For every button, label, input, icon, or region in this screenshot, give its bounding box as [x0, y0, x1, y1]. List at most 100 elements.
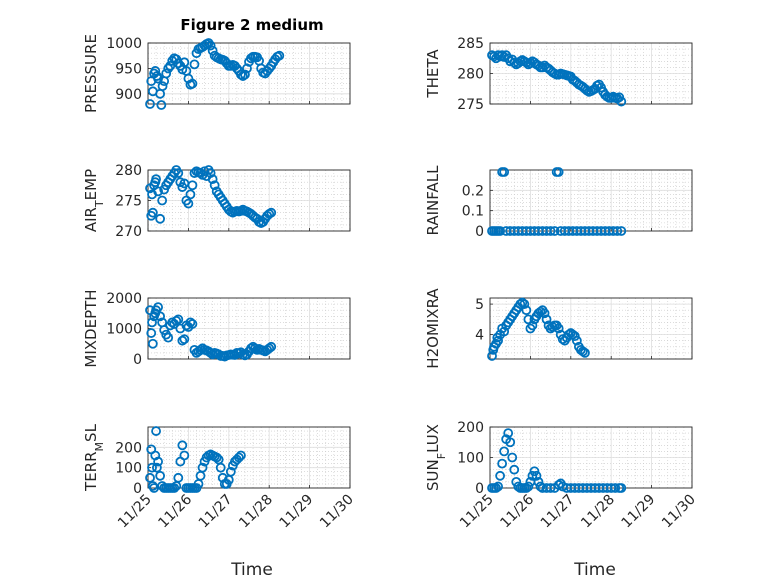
series-markers: [145, 426, 246, 493]
data-point: [155, 311, 166, 322]
y-tick-label: 280: [457, 67, 484, 83]
data-point: [515, 299, 526, 310]
subplot-h2omixra: 4 5 H2OMIXRA: [424, 288, 693, 369]
data-point: [549, 226, 560, 236]
data-point: [491, 483, 501, 493]
y-tick-label: 0.1: [462, 204, 484, 220]
data-point: [553, 167, 564, 177]
y-tick-label: 1000: [106, 322, 142, 338]
data-point: [610, 483, 621, 493]
x-axis-label-right: Time: [573, 560, 616, 580]
data-point: [153, 302, 164, 313]
data-point: [147, 462, 157, 473]
y-tick-label: 280: [115, 163, 142, 179]
y-axis-label: THETA: [424, 49, 442, 99]
data-point: [151, 426, 161, 436]
data-point: [205, 40, 216, 51]
data-point: [505, 437, 516, 448]
x-tick-label: 11/25: [457, 492, 497, 532]
data-point: [240, 69, 250, 80]
data-point: [499, 167, 510, 177]
subplot-pressure: 900 950 1000 PRESSURE: [82, 34, 351, 113]
y-tick-label: 0: [133, 352, 142, 368]
data-point: [157, 81, 168, 92]
data-point: [238, 71, 248, 81]
data-point: [527, 320, 538, 331]
data-point: [529, 466, 540, 477]
axes-frame: [147, 297, 351, 360]
data-point: [616, 226, 627, 236]
data-point: [541, 314, 552, 325]
x-tick-label: 11/28: [236, 492, 276, 532]
axes-frame: [147, 426, 351, 489]
y-tick-label: 100: [115, 461, 142, 477]
data-point: [147, 207, 158, 218]
plot-area: [490, 170, 692, 231]
data-point: [612, 226, 623, 236]
data-point: [179, 450, 190, 461]
data-point: [236, 69, 246, 80]
y-tick-label: 275: [457, 97, 484, 113]
data-point: [159, 325, 170, 335]
y-tick-label: 270: [115, 224, 142, 240]
data-point: [539, 308, 550, 319]
data-point: [153, 456, 164, 467]
y-tick-label: 200: [115, 440, 142, 456]
data-point: [179, 334, 190, 345]
data-point: [145, 472, 155, 483]
data-point: [233, 452, 244, 463]
series-markers: [145, 302, 277, 362]
data-point: [553, 323, 564, 334]
series-markers: [487, 50, 627, 107]
data-point: [161, 68, 172, 79]
data-point: [183, 198, 194, 209]
y-tick-label: 2000: [106, 291, 142, 307]
data-point: [205, 168, 216, 178]
y-axis-label: MIXDEPTH: [82, 289, 100, 367]
subplot-theta: 275 280 285 THETA: [424, 36, 693, 113]
data-point: [189, 59, 200, 70]
data-point: [521, 305, 532, 316]
data-point: [185, 189, 196, 200]
data-point: [499, 326, 510, 337]
data-point: [215, 462, 226, 473]
data-point: [209, 180, 220, 191]
x-tick-label: 11/28: [578, 492, 618, 532]
y-tick-label: 0: [475, 481, 484, 497]
data-point: [616, 96, 627, 107]
data-point: [545, 483, 556, 493]
data-point: [545, 226, 556, 236]
data-point: [187, 319, 198, 329]
subplot-sun_flux: 0 100 200 SUNFLUX 11/25 11/26 11/27 11/28 11/29 1…: [424, 420, 699, 531]
axes-frame: [489, 169, 693, 232]
data-point: [145, 99, 155, 109]
axes-frame: [147, 42, 351, 105]
data-point: [197, 462, 208, 473]
data-point: [179, 57, 190, 68]
x-tick-label: 11/27: [538, 492, 578, 532]
x-tick-label: 11/26: [155, 491, 195, 531]
y-tick-label: 4: [475, 328, 484, 344]
data-point: [207, 174, 218, 185]
data-point: [274, 50, 285, 61]
data-point: [493, 335, 503, 346]
data-point: [157, 195, 168, 206]
data-point: [507, 452, 518, 463]
subplot-terr_msl: 0 100 200 TERRMSL 11/25 11/26 11/27 11/28 11/29 1…: [82, 423, 357, 531]
y-tick-label: 200: [457, 420, 484, 436]
x-tick-label: 11/26: [497, 491, 537, 531]
data-point: [503, 428, 514, 439]
data-point: [153, 73, 164, 84]
data-point: [177, 440, 188, 451]
y-tick-label: 275: [115, 194, 142, 210]
y-axis-label: SUNFLUX: [424, 424, 448, 491]
data-point: [211, 452, 222, 463]
x-tick-label: 11/29: [619, 492, 659, 532]
data-point: [266, 341, 277, 352]
y-tick-label: 285: [457, 36, 484, 52]
data-point: [537, 62, 548, 73]
data-point: [151, 174, 161, 185]
data-point: [173, 168, 184, 178]
